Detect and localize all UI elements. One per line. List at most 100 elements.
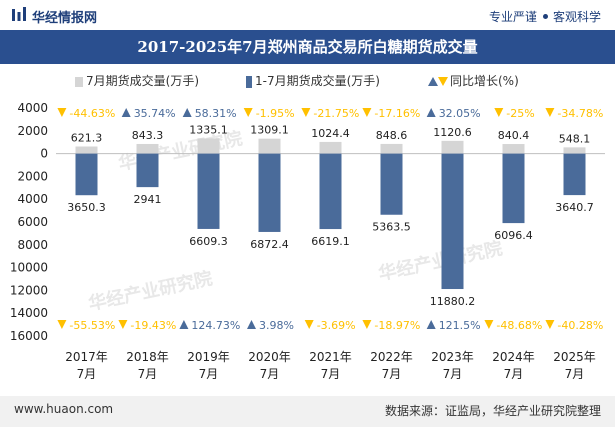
header-tags: 专业严谨 客观科学	[489, 8, 601, 25]
growth-cumulative-up-triangle	[426, 320, 436, 329]
cumulative-bar	[319, 153, 342, 230]
x-tick-label-month: 7月	[565, 367, 585, 381]
logo-icon	[12, 7, 26, 21]
cumulative-data-label: 2941	[134, 193, 162, 206]
growth-cumulative-label: -40.28%	[557, 319, 603, 332]
growth-monthly-up-triangle	[426, 108, 436, 117]
footer-url: www.huaon.com	[14, 402, 114, 416]
monthly-bar	[258, 138, 281, 154]
monthly-bar	[136, 143, 159, 154]
x-tick-label-month: 7月	[138, 367, 158, 381]
legend-monthly: 7月期货成交量(万手)	[75, 72, 199, 89]
cumulative-bar	[75, 153, 98, 196]
y-tick-label: 0	[40, 147, 48, 161]
triangle-up-icon	[428, 77, 438, 86]
chart-title: 2017-2025年7月郑州商品交易所白糖期货成交量	[137, 38, 478, 56]
y-tick-label: 2000	[17, 169, 48, 183]
monthly-data-label: 848.6	[376, 129, 408, 142]
legend-monthly-label: 7月期货成交量(万手)	[86, 74, 199, 88]
growth-cumulative-label: -18.97%	[374, 319, 420, 332]
growth-cumulative-label: 121.5%	[439, 319, 481, 332]
legend-cumulative-label: 1-7月期货成交量(万手)	[255, 74, 380, 88]
growth-monthly-label: -1.95%	[256, 107, 295, 120]
watermark: 华经产业研究院	[376, 237, 504, 285]
growth-cumulative-down-triangle	[57, 320, 67, 329]
monthly-bar	[563, 147, 586, 154]
y-tick-label: 6000	[17, 215, 48, 229]
cumulative-bar	[380, 153, 403, 215]
top-bar: 华经情报网 专业严谨 客观科学	[0, 0, 615, 30]
growth-monthly-down-triangle	[57, 108, 67, 117]
monthly-data-label: 840.4	[498, 129, 530, 142]
cumulative-bar	[502, 153, 525, 224]
cumulative-bar	[563, 153, 586, 196]
x-tick-label-year: 2022年	[370, 350, 413, 364]
y-tick-label: 2000	[17, 124, 48, 138]
growth-cumulative-down-triangle	[545, 320, 555, 329]
monthly-bar	[319, 141, 342, 154]
growth-monthly-down-triangle	[301, 108, 311, 117]
monthly-bar	[380, 143, 403, 154]
cumulative-data-label: 6096.4	[494, 229, 533, 242]
legend-monthly-swatch	[75, 76, 83, 87]
monthly-data-label: 843.3	[132, 129, 164, 142]
growth-monthly-down-triangle	[494, 108, 504, 117]
tag-professional: 专业严谨	[488, 10, 537, 24]
x-tick-label-year: 2019年	[187, 350, 230, 364]
legend-growth-label: 同比增长(%)	[450, 74, 519, 88]
growth-monthly-down-triangle	[362, 108, 372, 117]
x-tick-label-year: 2020年	[248, 350, 291, 364]
growth-cumulative-label: -48.68%	[496, 319, 542, 332]
growth-cumulative-label: 3.98%	[259, 319, 294, 332]
growth-monthly-down-triangle	[545, 108, 555, 117]
x-tick-label-year: 2021年	[309, 350, 352, 364]
x-tick-label-year: 2024年	[492, 350, 535, 364]
x-tick-label-month: 7月	[321, 367, 341, 381]
legend-growth: 同比增长(%)	[428, 72, 519, 89]
monthly-data-label: 1309.1	[250, 124, 289, 137]
x-tick-label-year: 2017年	[65, 350, 108, 364]
growth-cumulative-down-triangle	[118, 320, 128, 329]
legend: 7月期货成交量(万手) 1-7月期货成交量(万手) 同比增长(%)	[0, 72, 615, 90]
monthly-data-label: 548.1	[559, 132, 591, 145]
growth-monthly-label: 58.31%	[195, 107, 237, 120]
x-tick-label-year: 2018年	[126, 350, 169, 364]
y-tick-label: 4000	[17, 192, 48, 206]
cumulative-bar	[197, 153, 220, 229]
monthly-data-label: 1120.6	[433, 126, 472, 139]
x-tick-label-year: 2025年	[553, 350, 596, 364]
monthly-bar	[75, 146, 98, 154]
triangle-down-icon	[438, 77, 448, 86]
growth-monthly-label: 32.05%	[439, 107, 481, 120]
x-tick-label-month: 7月	[77, 367, 97, 381]
y-tick-label: 16000	[10, 329, 48, 343]
growth-monthly-label: -17.16%	[374, 107, 420, 120]
chart-area: 华经产业研究院华经产业研究院华经产业研究院4000200002000400060…	[10, 101, 605, 381]
cumulative-data-label: 6609.3	[189, 235, 228, 248]
growth-cumulative-label: -3.69%	[317, 319, 356, 332]
monthly-bar	[441, 140, 464, 154]
growth-cumulative-label: 124.73%	[191, 319, 240, 332]
cumulative-bar	[136, 153, 159, 188]
footer: www.huaon.com 数据来源：证监局，华经产业研究院整理	[0, 396, 615, 427]
monthly-bar	[502, 144, 525, 154]
x-tick-label-month: 7月	[504, 367, 524, 381]
monthly-data-label: 621.3	[71, 132, 103, 145]
y-tick-label: 4000	[17, 101, 48, 115]
growth-cumulative-down-triangle	[484, 320, 494, 329]
growth-monthly-up-triangle	[121, 108, 131, 117]
growth-monthly-up-triangle	[182, 108, 192, 117]
y-tick-label: 14000	[10, 306, 48, 320]
legend-cumulative-swatch	[246, 75, 252, 88]
growth-monthly-down-triangle	[243, 108, 253, 117]
cumulative-data-label: 6872.4	[250, 238, 289, 251]
cumulative-data-label: 5363.5	[372, 221, 411, 234]
growth-monthly-label: -25%	[506, 107, 534, 120]
legend-cumulative: 1-7月期货成交量(万手)	[246, 72, 380, 89]
x-tick-label-year: 2023年	[431, 350, 474, 364]
monthly-bar	[197, 138, 220, 154]
cumulative-data-label: 3640.7	[555, 201, 594, 214]
growth-monthly-label: -44.63%	[69, 107, 115, 120]
footer-source: 数据来源：证监局，华经产业研究院整理	[384, 404, 601, 418]
growth-cumulative-label: -55.53%	[69, 319, 115, 332]
